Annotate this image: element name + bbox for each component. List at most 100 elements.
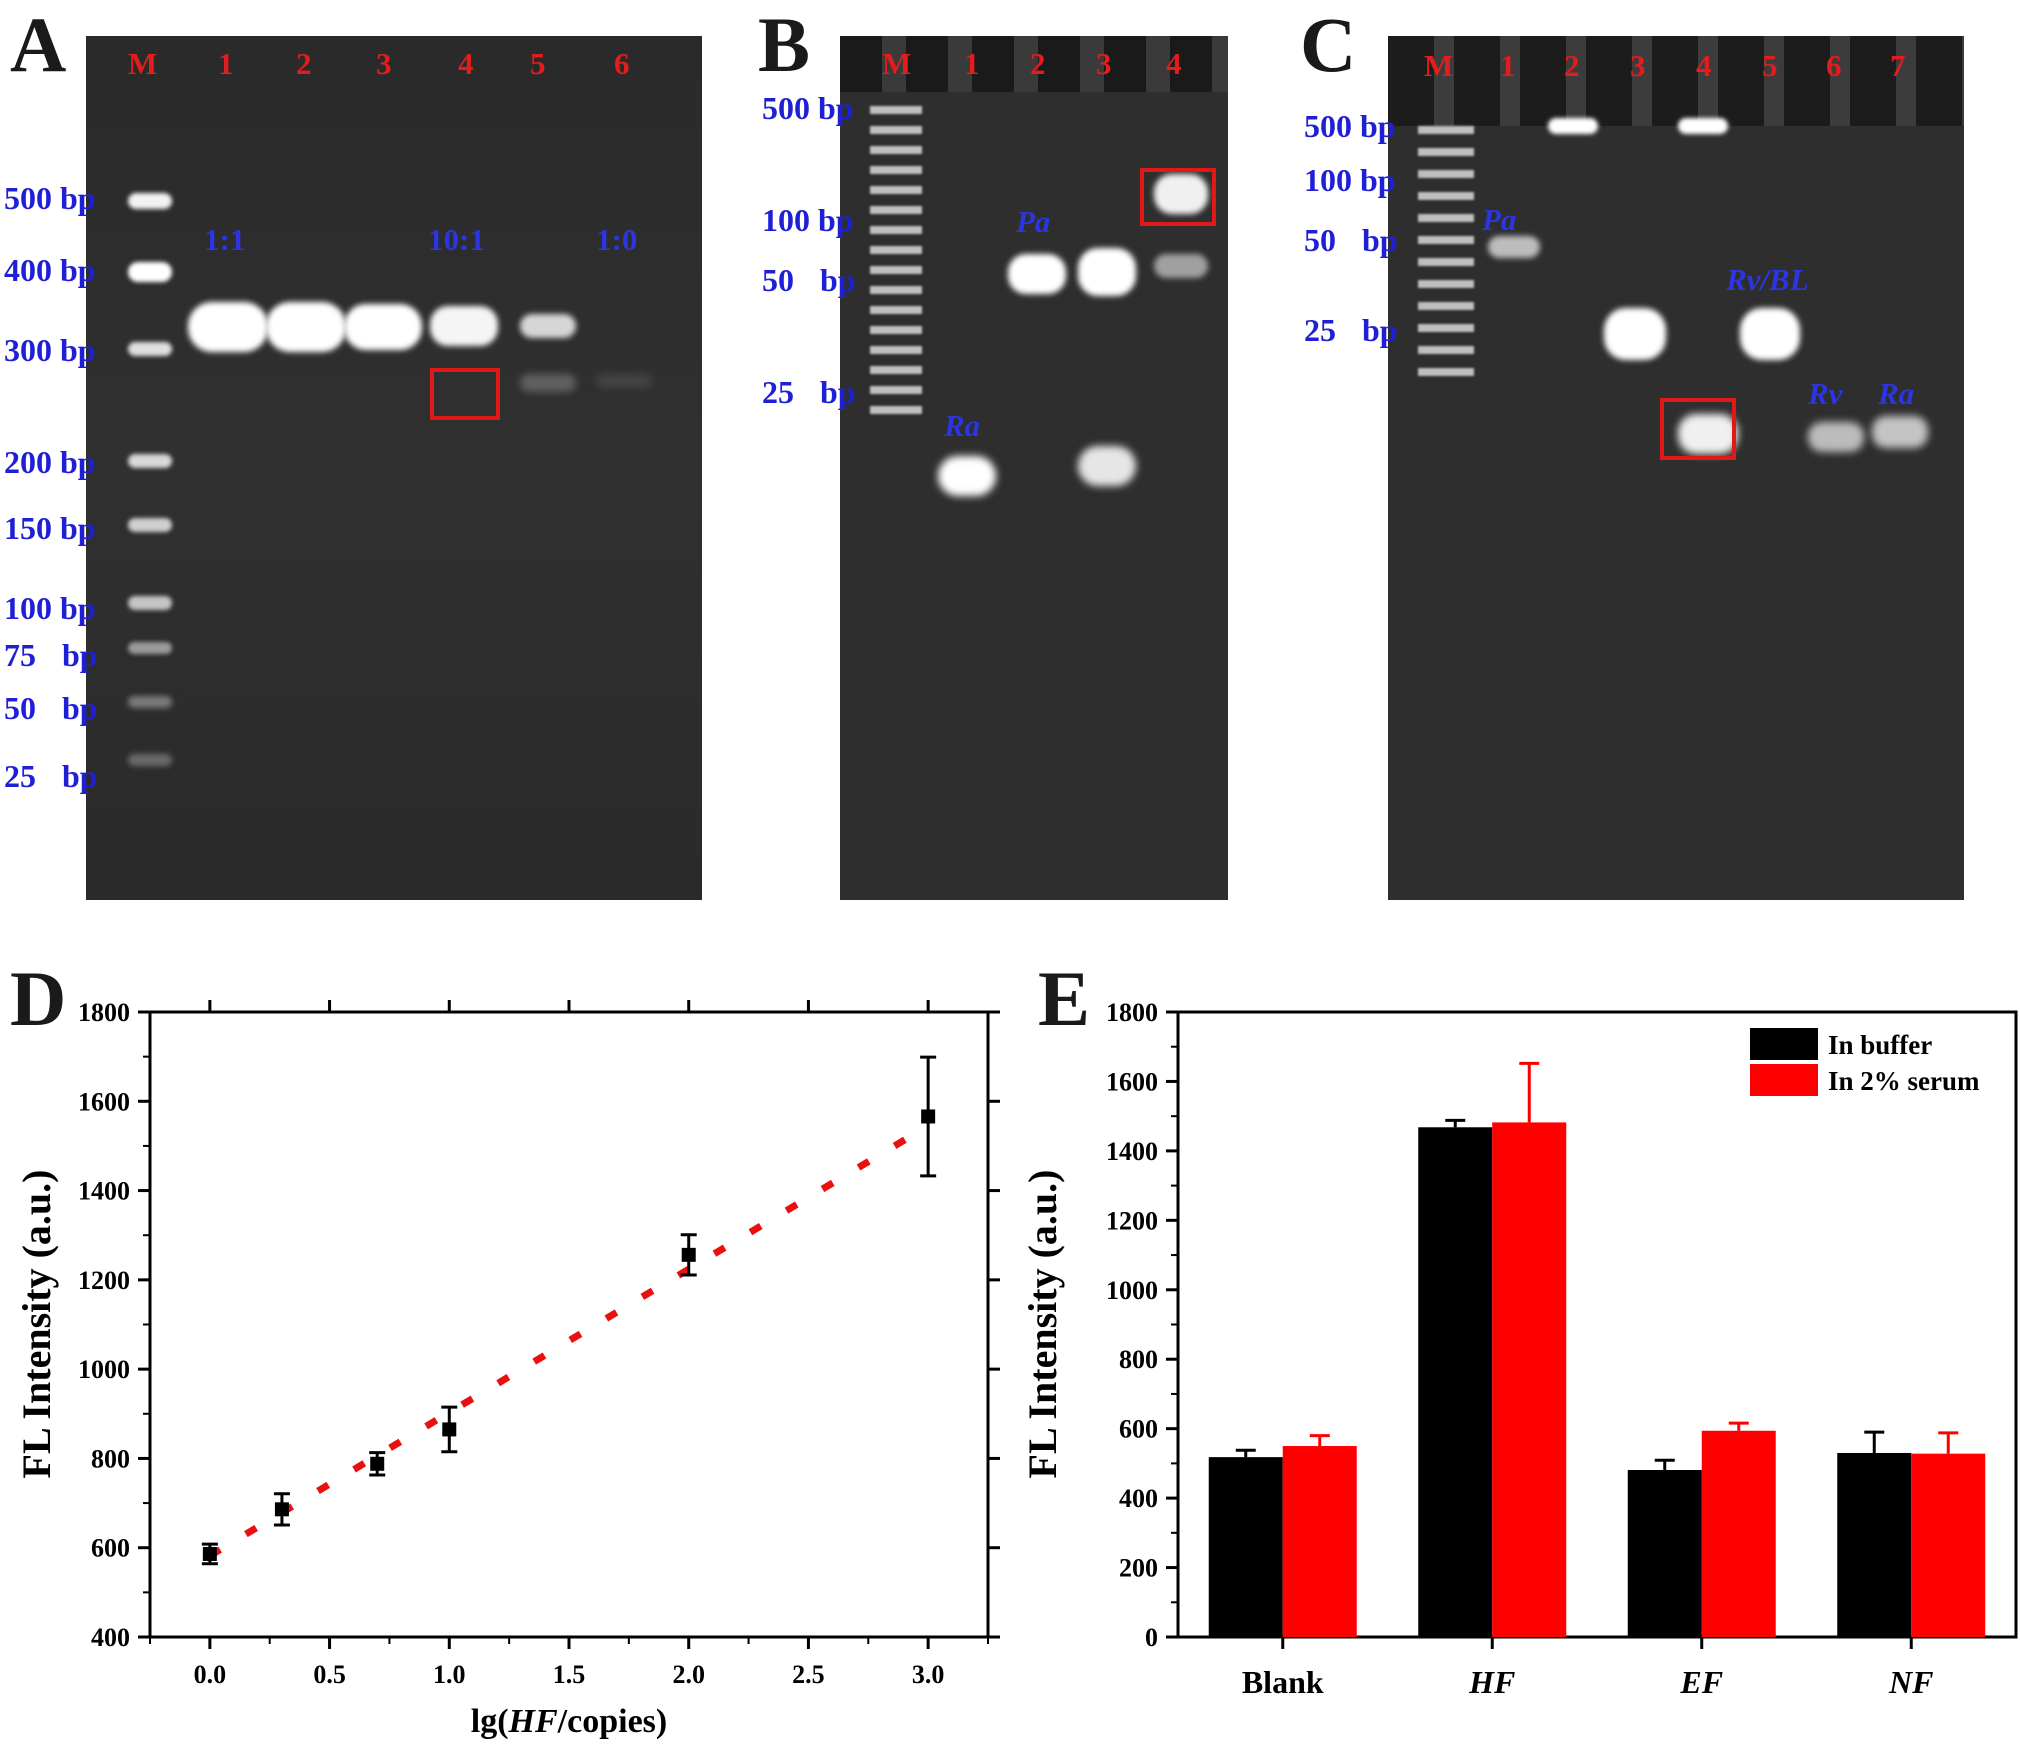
ratio-label: 1:1 [204, 222, 246, 257]
marker-label: 25 bp [1304, 312, 1398, 348]
ladder-band [128, 262, 172, 282]
data-point [274, 1502, 289, 1517]
panel-letter-a: A [10, 1, 67, 88]
lane-label: 4 [1696, 48, 1712, 83]
y-tick-label: 1000 [1106, 1276, 1158, 1305]
lane-label: 2 [1564, 48, 1580, 83]
highlight-box [1140, 168, 1216, 226]
marker-label: 100 bp [762, 202, 854, 238]
ra-label: Ra [944, 408, 981, 443]
x-tick-label: EF [1679, 1664, 1723, 1700]
sample-band [1548, 118, 1598, 134]
legend-label-serum: In 2% serum [1828, 1066, 1980, 1096]
marker-label: 100 bp [4, 590, 96, 626]
lane-label: 5 [1762, 48, 1778, 83]
ladder-band [128, 342, 172, 356]
marker-label: 150 bp [4, 510, 96, 546]
ladder-band [128, 454, 172, 468]
marker-label: 500 bp [4, 180, 96, 216]
sample-band [1678, 414, 1738, 454]
bar [1282, 1446, 1357, 1637]
marker-label: 400 bp [4, 252, 96, 288]
y-tick-label: 1200 [1106, 1206, 1158, 1235]
axis-ticks: 0 200 400 600 800 1000 1200 1400 1600 1800 Blank HF… [1106, 998, 1933, 1700]
bar [1208, 1457, 1283, 1637]
data-point [202, 1546, 217, 1561]
well-row [1388, 36, 1964, 126]
fit-line [208, 1122, 930, 1559]
ladder-band [128, 193, 172, 209]
lane-label: 3 [1096, 46, 1112, 81]
sample-band [520, 374, 576, 392]
sample-band [188, 302, 268, 352]
data-marks [201, 1055, 937, 1566]
x-tick-label: 1.5 [553, 1660, 586, 1689]
data-point [442, 1422, 457, 1437]
lane-label: 4 [1166, 46, 1182, 81]
lane-label: 3 [1630, 48, 1646, 83]
panel-letter-b: B [758, 1, 811, 88]
ratio-label: 1:0 [596, 222, 638, 257]
marker-label: 25 bp [4, 758, 98, 794]
lane-label: 2 [1030, 46, 1046, 81]
sample-band [596, 374, 652, 388]
x-tick-label: 0.0 [194, 1660, 227, 1689]
rv-bl-label: Rv/BL [1726, 262, 1809, 297]
y-tick-label: 1600 [78, 1087, 130, 1116]
ratio-label: 10:1 [428, 222, 485, 257]
sample-band [1604, 308, 1666, 360]
plot-frame [148, 1010, 990, 1639]
lane-label: M [1424, 48, 1454, 83]
x-tick-label: 3.0 [912, 1660, 945, 1689]
marker-label: 25 bp [762, 374, 856, 410]
sample-band [1678, 118, 1728, 134]
marker-label: 75 bp [4, 637, 98, 673]
lane-label: 7 [1890, 48, 1906, 83]
y-tick-label: 1600 [1106, 1067, 1158, 1096]
x-tick-label: HF [1468, 1664, 1515, 1700]
axis-ticks: 400 600 800 1000 1200 1400 1600 1800 0.0 0.5 1.0 1.… [78, 998, 1000, 1689]
legend-swatch-serum [1750, 1064, 1818, 1096]
marker-label: 100 bp [1304, 162, 1396, 198]
gel-image-a: M 1 2 3 4 5 6 1:1 10:1 1:0 [86, 36, 702, 900]
legend: In buffer In 2% serum [1750, 1028, 1980, 1096]
sample-band [1488, 236, 1540, 258]
y-tick-label: 400 [91, 1623, 130, 1652]
ladder-band [128, 754, 172, 766]
gel-image-c: M 1 2 3 4 5 6 7 Pa Rv/BL Rv Ra [1388, 36, 1964, 900]
marker-label: 500 bp [762, 90, 854, 126]
sample-band [1872, 416, 1928, 448]
lane-label: 4 [458, 46, 474, 81]
lane-label: 6 [1826, 48, 1842, 83]
y-tick-label: 600 [91, 1534, 130, 1563]
sample-band [344, 304, 422, 350]
ladder-band [128, 642, 172, 654]
lane-label: 6 [614, 46, 630, 81]
marker-label: 50 bp [762, 262, 856, 298]
sample-band [1808, 422, 1864, 452]
ladder-band [128, 518, 172, 532]
bar [1837, 1452, 1912, 1637]
sample-band [1154, 254, 1208, 278]
pa-label: Pa [1016, 204, 1051, 239]
lane-label: 1 [1500, 48, 1516, 83]
y-tick-label: 1800 [1106, 998, 1158, 1027]
bar [1627, 1469, 1702, 1637]
sample-band [520, 314, 576, 338]
panel-letter-c: C [1300, 1, 1357, 88]
highlight-box [430, 368, 500, 420]
lane-label: 1 [964, 46, 980, 81]
lane-label: M [128, 46, 158, 81]
sample-band [1154, 174, 1208, 214]
marker-label: 50 bp [4, 690, 98, 726]
y-tick-label: 1200 [78, 1266, 130, 1295]
x-tick-label: 2.5 [792, 1660, 825, 1689]
y-tick-label: 1400 [78, 1177, 130, 1206]
sample-band [430, 306, 498, 346]
ladder-band [128, 696, 172, 708]
x-tick-label: 2.0 [672, 1660, 705, 1689]
legend-swatch-buffer [1750, 1028, 1818, 1060]
bar [1492, 1122, 1567, 1637]
pa-label: Pa [1482, 202, 1517, 237]
x-tick-label: 1.0 [433, 1660, 466, 1689]
